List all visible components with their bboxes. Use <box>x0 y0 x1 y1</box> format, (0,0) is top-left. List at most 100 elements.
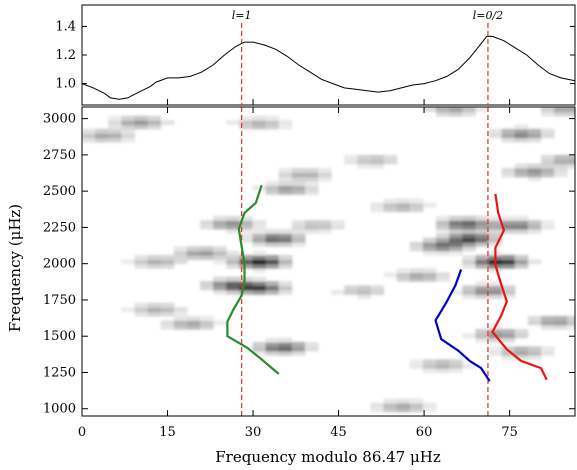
heatmap-cell <box>291 237 306 243</box>
heatmap-cell <box>436 363 450 369</box>
heatmap-cell <box>252 268 267 273</box>
heatmap-cell <box>95 137 109 143</box>
heatmap-cell <box>147 311 162 317</box>
heatmap-cell <box>541 320 555 326</box>
heatmap-cell <box>449 289 463 295</box>
x-tick-label: 60 <box>416 425 433 440</box>
heatmap-cell <box>514 172 529 178</box>
heatmap-cell <box>291 181 306 186</box>
heatmap-cell <box>278 237 293 243</box>
heatmap-cell <box>108 120 122 126</box>
heatmap-cell <box>213 285 227 291</box>
heatmap-cell <box>475 289 490 295</box>
heatmap-cell <box>173 324 188 330</box>
heatmap-cell <box>462 294 476 300</box>
x-axis-title: Frequency modulo 86.47 μHz <box>215 448 441 466</box>
heatmap-cell <box>200 281 214 287</box>
heatmap-cell <box>449 220 463 226</box>
heatmap-cell <box>331 289 345 295</box>
heatmap-cell <box>554 315 568 321</box>
heatmap-cell <box>147 307 162 313</box>
y-tick-label: 3000 <box>43 112 76 127</box>
heatmap-cell <box>200 250 214 256</box>
heatmap-cell <box>357 285 372 291</box>
heatmap-cell <box>501 346 516 352</box>
heatmap-cell <box>488 294 503 300</box>
heatmap-cell <box>475 329 490 334</box>
l2-ridge-curve <box>491 193 548 381</box>
heatmap-cell <box>449 237 463 243</box>
heatmap-cell <box>134 307 149 313</box>
heatmap-cell <box>436 272 450 278</box>
heatmap-cell <box>514 220 529 226</box>
heatmap-cell <box>108 133 122 139</box>
heatmap-cell <box>383 198 398 204</box>
heatmap-cell <box>278 255 293 260</box>
y-tick-label: 2000 <box>43 257 76 272</box>
bottom-panel-frame <box>81 106 576 417</box>
heatmap-cell <box>265 120 280 126</box>
heatmap-cell <box>462 220 476 226</box>
heatmap-cell <box>422 402 437 408</box>
heatmap-cell <box>514 124 529 130</box>
heatmap-cell <box>527 228 542 234</box>
heatmap-cell <box>134 302 149 308</box>
heatmap-cell <box>436 224 450 230</box>
heatmap-cell <box>514 263 529 269</box>
heatmap-cell <box>462 263 476 269</box>
heatmap-cell <box>213 220 227 226</box>
heatmap-cell <box>409 246 424 252</box>
heatmap-cell <box>265 281 280 287</box>
heatmap-cell <box>475 241 490 247</box>
heatmap-cell <box>213 246 227 252</box>
heatmap-cell <box>475 294 490 300</box>
heatmap-cell <box>160 307 175 313</box>
heatmap-cell <box>422 407 437 413</box>
y-tick-label: 1000 <box>43 402 76 417</box>
heatmap-cell <box>370 407 385 413</box>
echelle-heatmap <box>82 107 575 413</box>
heatmap-cell <box>370 402 385 408</box>
heatmap-cell <box>252 250 267 256</box>
heatmap-cell <box>186 246 201 252</box>
heatmap-cell <box>501 289 516 295</box>
y-axis-title: Frequency (μHz) <box>6 204 24 332</box>
heatmap-cell <box>383 159 398 165</box>
heatmap-cell <box>436 228 450 234</box>
heatmap-cell <box>239 228 254 234</box>
y-tick-label: 1750 <box>43 293 76 308</box>
heatmap-cell <box>278 350 293 356</box>
heatmap-cell <box>200 324 214 330</box>
top-y-tick-label: 1.4 <box>55 19 76 34</box>
heatmap-cell <box>226 220 240 226</box>
heatmap-cell <box>554 154 568 160</box>
heatmap-cell <box>541 172 555 178</box>
heatmap-cell <box>344 289 358 295</box>
heatmap-cell <box>239 124 254 130</box>
heatmap-cell <box>475 237 490 243</box>
heatmap-cell <box>252 342 267 347</box>
heatmap-cell <box>475 224 490 230</box>
heatmap-cell <box>252 285 267 291</box>
heatmap-cell <box>239 224 254 230</box>
heatmap-cell <box>488 337 503 343</box>
heatmap-cell <box>527 224 542 230</box>
y-tick-label: 2500 <box>43 184 76 199</box>
heatmap-cell <box>265 350 280 356</box>
bottom-y-ticks: 1000 1250 1500 1750 2000 2250 2500 2750 3000 <box>43 112 575 417</box>
heatmap-cell <box>462 224 476 230</box>
heatmap-cell <box>331 224 345 230</box>
heatmap-cell <box>501 329 516 334</box>
heatmap-cell <box>488 346 503 352</box>
heatmap-cell <box>278 233 293 239</box>
heatmap-cell <box>541 159 555 165</box>
heatmap-cell <box>422 250 437 256</box>
heatmap-cell <box>541 324 555 330</box>
heatmap-cell <box>200 285 214 291</box>
heatmap-cell <box>554 159 568 165</box>
heatmap-cell <box>239 120 254 126</box>
heatmap-cell <box>291 350 306 356</box>
heatmap-cell <box>108 128 122 134</box>
heatmap-cell <box>160 320 175 326</box>
heatmap-cell <box>409 272 424 278</box>
